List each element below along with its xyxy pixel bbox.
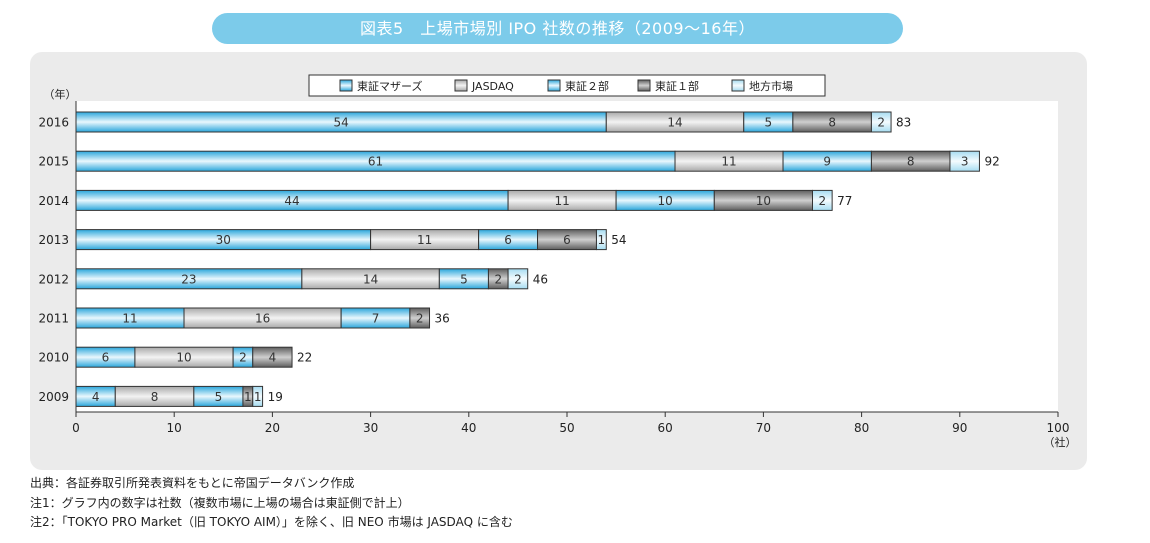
year-label: 2011 — [38, 312, 69, 326]
bar-value-label: 5 — [215, 390, 223, 404]
x-tick-label: 70 — [756, 421, 771, 435]
bar-value-label: 7 — [372, 312, 380, 326]
legend-swatch-tosho2 — [547, 79, 561, 92]
bar-segment-local — [507, 268, 529, 290]
bar-total-label: 36 — [435, 312, 450, 326]
bar-value-label: 4 — [269, 351, 277, 365]
bar-value-label: 44 — [284, 194, 299, 208]
legend-swatch-jasdaq — [454, 79, 468, 92]
year-label: 2010 — [38, 351, 69, 365]
bar-value-label: 10 — [756, 194, 771, 208]
bar-value-label: 4 — [92, 390, 100, 404]
bar-total-label: 92 — [984, 155, 999, 169]
bar-value-label: 54 — [333, 116, 348, 130]
bar-segment-tosho1 — [252, 346, 293, 368]
x-tick-label: 20 — [265, 421, 280, 435]
bar-value-label: 14 — [667, 116, 682, 130]
note-1: 注1：グラフ内の数字は社数（複数市場に上場の場合は東証側で計上） — [30, 495, 410, 510]
bar-value-label: 6 — [504, 233, 512, 247]
bar-value-label: 10 — [658, 194, 673, 208]
x-tick-label: 10 — [167, 421, 182, 435]
year-label: 2016 — [38, 116, 69, 130]
bar-value-label: 11 — [417, 233, 432, 247]
bar-value-label: 1 — [598, 233, 606, 247]
bar-total-label: 22 — [297, 351, 312, 365]
bar-value-label: 14 — [363, 272, 378, 286]
bar-value-label: 2 — [494, 272, 502, 286]
legend-label: 東証マザーズ — [357, 79, 422, 93]
note-2: 注2：「TOKYO PRO Market（旧 TOKYO AIM）」を除く、旧 … — [30, 515, 513, 529]
x-tick-label: 30 — [363, 421, 378, 435]
bar-value-label: 1 — [244, 390, 252, 404]
x-tick-label: 90 — [952, 421, 967, 435]
bar-segment-local — [812, 189, 833, 211]
legend-label: JASDAQ — [471, 80, 514, 93]
bar-value-label: 1 — [254, 390, 262, 404]
bar-value-label: 11 — [721, 155, 736, 169]
bar-value-label: 8 — [828, 116, 836, 130]
bar-value-label: 2 — [877, 116, 885, 130]
y-unit-label: （年） — [44, 87, 77, 101]
bar-value-label: 3 — [961, 155, 969, 169]
bar-value-label: 11 — [122, 312, 137, 326]
bar-value-label: 16 — [255, 312, 270, 326]
legend-label: 地方市場 — [749, 79, 793, 93]
x-tick-label: 100 — [1047, 421, 1070, 435]
bar-value-label: 2 — [514, 272, 522, 286]
legend-swatch-mothers — [339, 79, 353, 92]
bar-value-label: 11 — [554, 194, 569, 208]
bar-segment-tosho1 — [409, 307, 431, 329]
bar-total-label: 46 — [533, 272, 548, 286]
bar-value-label: 6 — [102, 351, 110, 365]
bar-value-label: 5 — [460, 272, 468, 286]
year-label: 2014 — [38, 194, 69, 208]
bar-total-label: 54 — [611, 233, 626, 247]
bar-segment-local — [595, 229, 607, 251]
bar-value-label: 9 — [823, 155, 831, 169]
legend-box — [308, 74, 826, 97]
x-tick-label: 50 — [559, 421, 574, 435]
x-unit-label: （社） — [1044, 435, 1077, 449]
legend-swatch-tosho1 — [637, 79, 651, 92]
bar-value-label: 5 — [764, 116, 772, 130]
bar-segment-local — [870, 111, 892, 133]
legend-label: 東証２部 — [565, 79, 609, 93]
bar-segment-local — [949, 150, 980, 172]
x-tick-label: 60 — [658, 421, 673, 435]
x-tick-label: 40 — [461, 421, 476, 435]
bar-value-label: 2 — [239, 351, 247, 365]
year-label: 2009 — [38, 390, 69, 404]
bar-value-label: 2 — [818, 194, 826, 208]
bar-value-label: 61 — [368, 155, 383, 169]
source-note: 出典：各証券取引所発表資料をもとに帝国データバンク作成 — [30, 476, 355, 490]
chart-title: 図表5 上場市場別 IPO 社数の推移（2009～16年） — [212, 13, 903, 44]
x-tick-label: 80 — [854, 421, 869, 435]
bar-value-label: 23 — [181, 272, 196, 286]
year-label: 2012 — [38, 272, 69, 286]
x-tick-label: 0 — [72, 421, 80, 435]
bar-value-label: 30 — [216, 233, 231, 247]
year-label: 2015 — [38, 155, 69, 169]
bar-value-label: 8 — [151, 390, 159, 404]
legend-swatch-local — [731, 79, 745, 92]
bar-total-label: 77 — [837, 194, 852, 208]
bar-value-label: 2 — [416, 312, 424, 326]
bar-value-label: 10 — [176, 351, 191, 365]
bar-value-label: 8 — [907, 155, 915, 169]
legend-label: 東証１部 — [655, 79, 699, 93]
chart-notes: 出典：各証券取引所発表資料をもとに帝国データバンク作成 注1：グラフ内の数字は社… — [30, 474, 513, 533]
bar-segment-local — [252, 385, 264, 407]
bar-total-label: 19 — [268, 390, 283, 404]
bar-value-label: 6 — [563, 233, 571, 247]
bar-total-label: 83 — [896, 116, 911, 130]
year-label: 2013 — [38, 233, 69, 247]
